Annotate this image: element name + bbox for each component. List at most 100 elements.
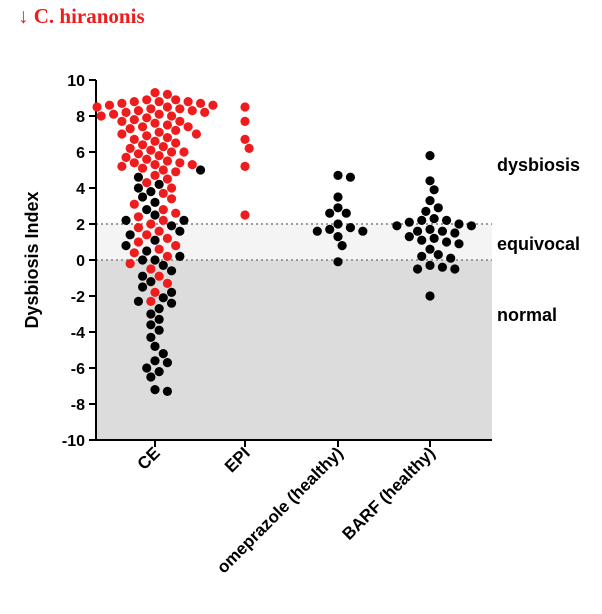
data-point <box>162 102 173 112</box>
data-point <box>433 203 443 213</box>
data-point <box>154 97 164 107</box>
data-point <box>150 341 160 351</box>
data-point <box>425 196 435 206</box>
data-point <box>121 241 131 251</box>
data-point <box>137 163 148 173</box>
data-point <box>325 224 335 234</box>
data-point <box>200 107 210 117</box>
data-point <box>162 156 173 166</box>
y-axis: -10 -8 -6 -4 -2 0 2 4 6 8 10 <box>62 73 97 450</box>
data-point <box>133 106 144 116</box>
y-tick-label: 8 <box>76 109 85 126</box>
zone-label-normal: normal <box>497 305 557 325</box>
data-point <box>429 214 439 224</box>
data-point <box>158 215 168 225</box>
data-point <box>154 271 164 281</box>
data-point <box>154 367 164 377</box>
y-tick-label: -2 <box>71 289 85 306</box>
y-tick-label: 4 <box>76 181 85 198</box>
data-point <box>429 185 439 195</box>
data-point <box>345 172 356 182</box>
data-point <box>454 239 464 249</box>
data-point <box>142 154 152 164</box>
data-point <box>150 235 160 245</box>
data-point <box>150 118 160 128</box>
y-tick-label: -10 <box>62 433 85 450</box>
category-label: EPI <box>221 443 254 476</box>
data-point <box>187 160 197 170</box>
data-point <box>417 215 427 225</box>
data-point <box>142 95 152 105</box>
data-point <box>162 120 173 130</box>
data-point <box>150 356 160 366</box>
data-point <box>345 223 356 233</box>
data-point <box>166 287 177 297</box>
data-point <box>425 260 435 270</box>
data-point <box>179 215 189 225</box>
data-point <box>312 226 322 236</box>
data-point <box>333 219 343 229</box>
data-point <box>146 320 156 330</box>
category-label: CE <box>134 443 164 473</box>
data-point <box>341 208 351 218</box>
data-point <box>244 143 254 153</box>
data-point <box>158 293 168 303</box>
data-point <box>441 237 452 247</box>
data-point <box>166 266 177 276</box>
data-point <box>154 244 164 254</box>
data-point <box>142 178 152 188</box>
data-point <box>421 206 431 216</box>
zone-label-dysbiosis: dysbiosis <box>497 155 580 175</box>
data-point <box>166 111 177 121</box>
data-point <box>104 100 115 110</box>
data-point <box>96 111 106 121</box>
data-point <box>166 147 177 157</box>
data-point <box>429 233 439 243</box>
data-point <box>175 251 185 261</box>
data-point <box>162 386 173 396</box>
data-point <box>425 224 435 234</box>
data-point <box>433 250 443 260</box>
data-point <box>171 208 181 218</box>
data-point <box>179 147 189 157</box>
data-point <box>137 122 148 132</box>
zone-label-equivocal: equivocal <box>497 234 580 254</box>
data-point <box>150 197 160 207</box>
data-point <box>125 259 135 269</box>
data-point <box>129 115 139 125</box>
data-point <box>121 215 131 225</box>
data-point <box>450 228 460 238</box>
data-point <box>191 129 201 139</box>
data-point <box>154 314 164 324</box>
data-point <box>325 208 335 218</box>
data-point <box>146 296 156 306</box>
data-point <box>129 248 139 258</box>
data-point <box>154 304 164 314</box>
data-point <box>183 122 193 132</box>
data-point <box>175 158 185 168</box>
data-point <box>333 170 343 180</box>
data-point <box>404 217 414 227</box>
data-point <box>129 158 139 168</box>
data-point <box>109 109 119 119</box>
data-point <box>404 232 414 242</box>
data-point <box>125 143 135 153</box>
data-point <box>92 102 102 112</box>
data-point <box>162 174 173 184</box>
data-point <box>142 113 152 123</box>
data-point <box>146 309 156 319</box>
data-point <box>166 194 177 204</box>
category-label: BARF (healthy) <box>339 443 439 543</box>
data-point <box>133 212 144 222</box>
data-point <box>117 129 127 139</box>
data-point <box>333 257 343 267</box>
data-point <box>142 131 152 141</box>
data-point <box>154 127 164 137</box>
data-point <box>150 255 160 265</box>
data-point <box>187 106 197 116</box>
data-point <box>146 187 156 197</box>
data-point <box>142 205 152 215</box>
data-point <box>158 165 168 175</box>
data-point <box>166 221 177 231</box>
